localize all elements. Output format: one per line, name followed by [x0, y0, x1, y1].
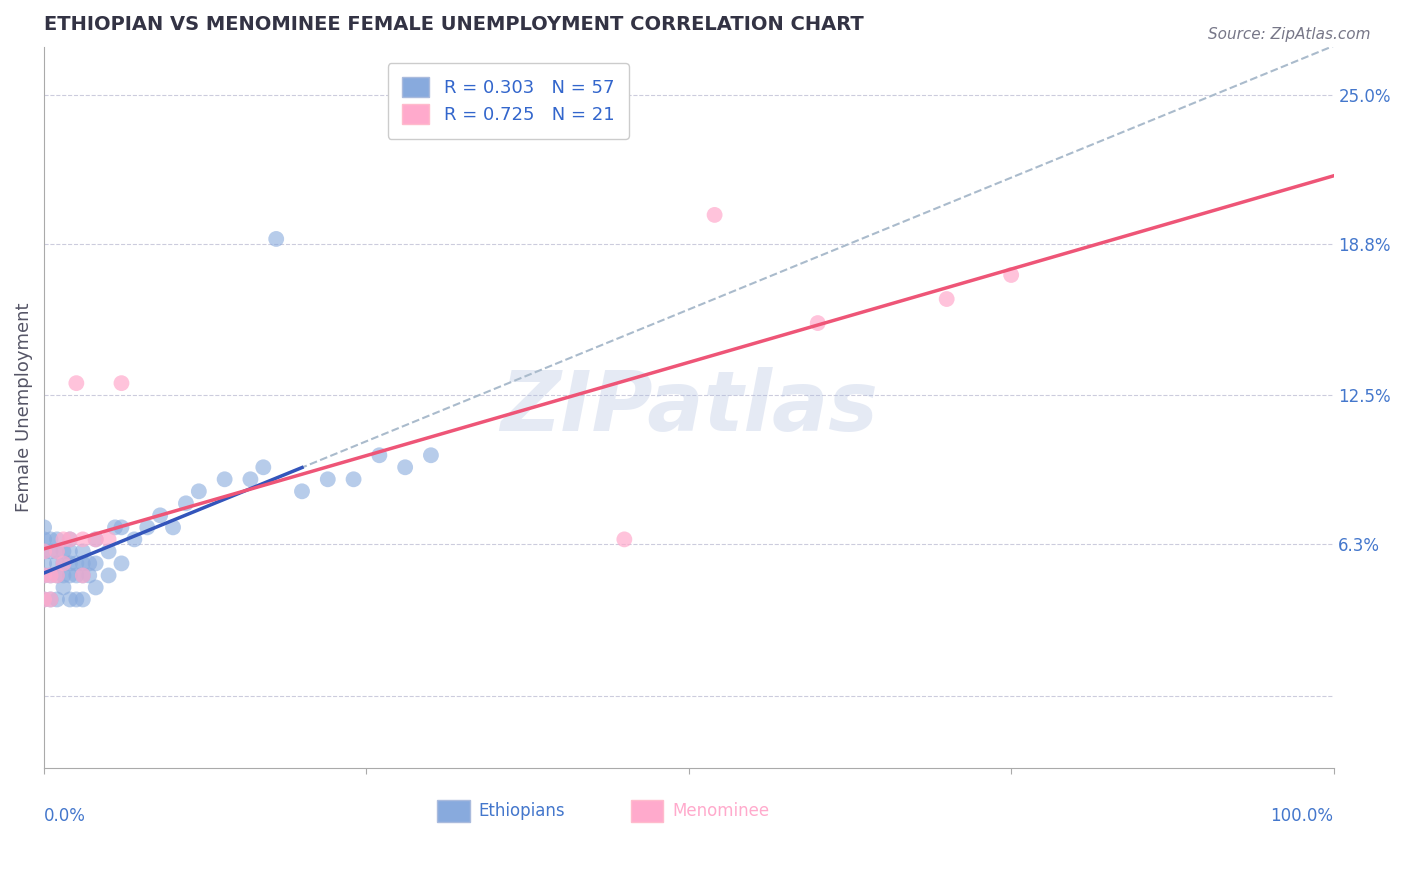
Point: [935, 292, 957, 306]
Point: [32, 568, 55, 582]
Point: [32, 544, 55, 558]
Point: [124, 533, 146, 547]
Text: Menominee: Menominee: [672, 802, 769, 820]
Point: [52, 581, 75, 595]
Text: Source: ZipAtlas.com: Source: ZipAtlas.com: [1208, 27, 1371, 42]
Point: [136, 520, 159, 534]
Point: [368, 448, 391, 462]
Point: [1000, 268, 1022, 282]
Point: [39, 533, 62, 547]
Point: [72, 568, 94, 582]
Point: [46, 557, 69, 571]
Point: [46, 544, 69, 558]
Point: [46, 544, 69, 558]
Point: [419, 448, 441, 462]
Point: [65, 592, 87, 607]
Point: [32, 533, 55, 547]
Point: [174, 496, 197, 510]
FancyBboxPatch shape: [437, 800, 470, 822]
Point: [342, 472, 364, 486]
Point: [32, 544, 55, 558]
Point: [46, 533, 69, 547]
Point: [291, 484, 314, 499]
Point: [65, 376, 87, 391]
Point: [39, 568, 62, 582]
Point: [32, 592, 55, 607]
Point: [52, 557, 75, 571]
Point: [703, 208, 725, 222]
Point: [239, 472, 262, 486]
Legend: R = 0.303   N = 57, R = 0.725   N = 21: R = 0.303 N = 57, R = 0.725 N = 21: [388, 63, 628, 139]
Point: [59, 557, 82, 571]
Point: [46, 592, 69, 607]
Point: [187, 484, 209, 499]
Y-axis label: Female Unemployment: Female Unemployment: [15, 302, 32, 512]
Point: [52, 544, 75, 558]
Point: [84, 533, 107, 547]
Point: [214, 472, 236, 486]
Point: [32, 520, 55, 534]
Text: 0.0%: 0.0%: [44, 807, 86, 825]
Point: [110, 557, 132, 571]
Point: [84, 557, 107, 571]
Point: [39, 544, 62, 558]
Point: [97, 568, 120, 582]
Point: [72, 592, 94, 607]
Point: [72, 533, 94, 547]
Point: [32, 568, 55, 582]
Point: [77, 557, 100, 571]
Point: [52, 557, 75, 571]
Point: [162, 520, 184, 534]
Point: [72, 557, 94, 571]
Point: [316, 472, 339, 486]
Point: [59, 533, 82, 547]
Point: [39, 592, 62, 607]
Point: [32, 557, 55, 571]
Text: 100.0%: 100.0%: [1271, 807, 1333, 825]
Point: [807, 316, 830, 330]
Point: [84, 581, 107, 595]
Point: [59, 592, 82, 607]
Point: [59, 544, 82, 558]
Point: [110, 520, 132, 534]
Point: [72, 544, 94, 558]
Point: [59, 533, 82, 547]
Point: [77, 568, 100, 582]
Point: [110, 376, 132, 391]
Text: Ethiopians: Ethiopians: [478, 802, 565, 820]
Point: [394, 460, 416, 475]
Point: [97, 533, 120, 547]
Text: ZIPatlas: ZIPatlas: [501, 367, 877, 448]
Point: [264, 232, 287, 246]
Point: [52, 533, 75, 547]
Point: [149, 508, 172, 523]
Point: [46, 568, 69, 582]
Point: [46, 568, 69, 582]
FancyBboxPatch shape: [631, 800, 664, 822]
Point: [65, 568, 87, 582]
Point: [59, 568, 82, 582]
Point: [252, 460, 274, 475]
Point: [52, 568, 75, 582]
Point: [32, 592, 55, 607]
Point: [613, 533, 636, 547]
Text: ETHIOPIAN VS MENOMINEE FEMALE UNEMPLOYMENT CORRELATION CHART: ETHIOPIAN VS MENOMINEE FEMALE UNEMPLOYME…: [44, 15, 863, 34]
Point: [84, 533, 107, 547]
Point: [104, 520, 127, 534]
Point: [39, 568, 62, 582]
Point: [72, 568, 94, 582]
Point: [39, 592, 62, 607]
Point: [65, 557, 87, 571]
Point: [97, 544, 120, 558]
